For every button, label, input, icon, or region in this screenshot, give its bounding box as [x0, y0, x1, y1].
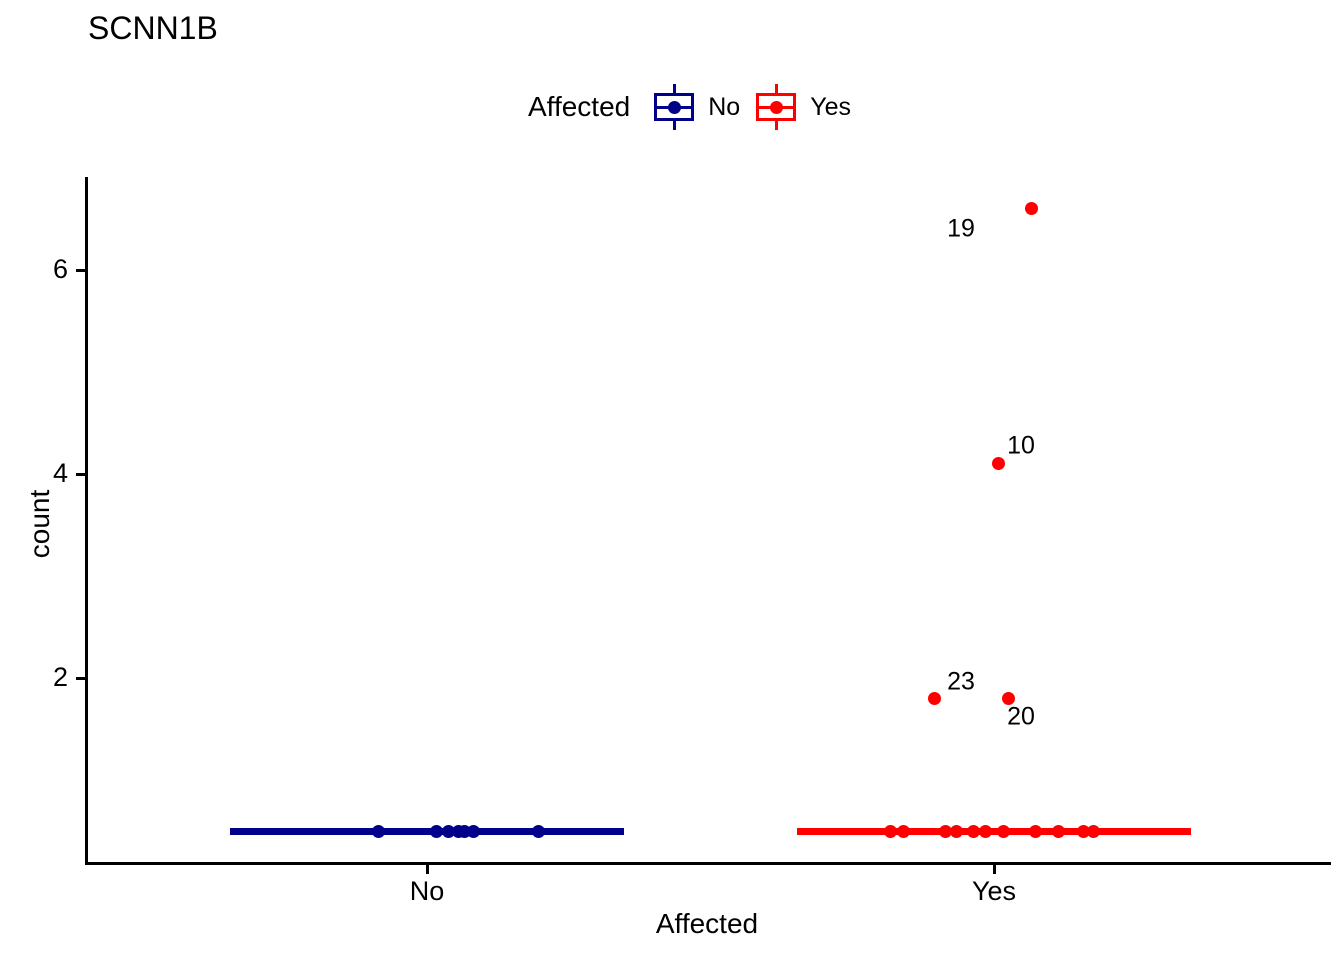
- outlier-label: 23: [947, 667, 975, 696]
- boxplot-key-icon-no: [652, 84, 696, 130]
- data-point-yes: [949, 824, 963, 838]
- boxplot-median-line-no: [230, 827, 624, 835]
- outlier-label: 10: [1007, 431, 1035, 460]
- y-axis-tick: [76, 676, 85, 680]
- legend: Affected No Yes: [528, 83, 851, 131]
- y-axis-tick-label: 6: [52, 254, 68, 284]
- outlier-label: 20: [1007, 702, 1035, 731]
- y-axis-tick: [76, 472, 85, 476]
- boxplot-key-icon-yes: [754, 84, 798, 130]
- legend-label-no: No: [708, 92, 741, 121]
- legend-item-yes: Yes: [754, 84, 851, 130]
- plot-panel: 2 4 6 No Yes 19 10 23 20: [53, 177, 1331, 905]
- y-axis-tick-label: 4: [52, 458, 68, 488]
- data-point-yes: [938, 824, 952, 838]
- data-point-yes: [1024, 202, 1038, 216]
- data-point-yes: [991, 457, 1005, 471]
- legend-title: Affected: [528, 91, 631, 122]
- data-point-yes: [1051, 824, 1065, 838]
- legend-label-yes: Yes: [810, 92, 851, 121]
- outlier-label: 19: [947, 214, 975, 243]
- x-axis-tick: [425, 865, 429, 874]
- data-point-yes: [1001, 691, 1015, 705]
- data-point-no: [466, 824, 480, 838]
- data-point-no: [441, 824, 455, 838]
- x-axis-tick-label: Yes: [971, 876, 1017, 906]
- x-axis-title: Affected: [655, 908, 759, 939]
- data-point-no: [531, 824, 545, 838]
- y-axis-tick-label: 2: [52, 662, 68, 692]
- x-axis-tick: [992, 865, 996, 874]
- data-point-yes: [883, 824, 897, 838]
- data-point-yes: [966, 824, 980, 838]
- y-axis-tick: [76, 268, 85, 272]
- legend-item-no: No: [652, 84, 740, 130]
- data-point-no: [371, 824, 385, 838]
- data-point-yes: [896, 824, 910, 838]
- x-axis-tick-label: No: [409, 876, 445, 906]
- boxplot-median-line-yes: [797, 827, 1191, 835]
- chart-title: SCNN1B: [88, 10, 218, 46]
- data-point-yes: [978, 824, 992, 838]
- data-point-yes: [996, 824, 1010, 838]
- data-point-yes: [1076, 824, 1090, 838]
- data-point-yes: [927, 691, 941, 705]
- data-point-no: [429, 824, 443, 838]
- data-point-yes: [1028, 824, 1042, 838]
- data-point-yes: [1086, 824, 1100, 838]
